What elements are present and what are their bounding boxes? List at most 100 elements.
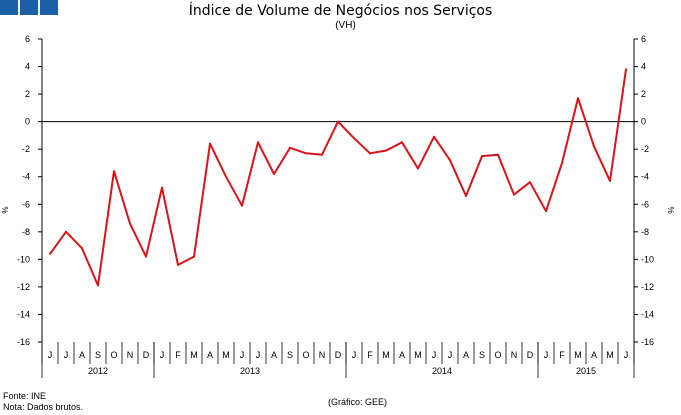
year-label: 2014 [432, 366, 452, 376]
data-note: Nota: Dados brutos. [3, 402, 84, 412]
data-point [257, 141, 259, 144]
month-label: J [64, 350, 69, 360]
data-point [529, 181, 531, 184]
month-label: F [175, 350, 181, 360]
month-label: F [367, 350, 373, 360]
month-label: J [448, 350, 453, 360]
data-point [145, 255, 147, 258]
data-point [561, 161, 563, 164]
data-point [321, 153, 323, 156]
data-point [241, 204, 243, 207]
y-axis-label-left: % [1, 206, 10, 213]
month-label: J [240, 350, 245, 360]
month-label: D [527, 350, 534, 360]
data-point [49, 252, 51, 255]
y-tick-label-right: 4 [641, 62, 646, 72]
data-point [65, 230, 67, 233]
data-point [337, 120, 339, 123]
data-point [209, 142, 211, 145]
series-line [49, 69, 627, 287]
y-tick-label-left: -4 [22, 172, 30, 182]
data-point [193, 255, 195, 258]
data-point [353, 137, 355, 140]
month-label: A [207, 350, 213, 360]
data-point [609, 179, 611, 182]
data-point [289, 146, 291, 149]
month-label: J [352, 350, 357, 360]
month-label: A [271, 350, 277, 360]
y-tick-label-right: -6 [641, 199, 649, 209]
chart-credit: (Gráfico: GEE) [328, 397, 388, 407]
data-point [385, 149, 387, 152]
data-point [497, 153, 499, 156]
logo-square-1 [0, 0, 18, 15]
data-point [465, 195, 467, 198]
y-tick-label-right: 2 [641, 89, 646, 99]
month-label: O [302, 350, 309, 360]
data-point [225, 175, 227, 178]
data-point [433, 135, 435, 138]
month-label: A [463, 350, 469, 360]
data-point [97, 284, 99, 287]
y-tick-label-right: -4 [641, 172, 649, 182]
month-label: A [399, 350, 405, 360]
y-tick-label-left: -8 [22, 227, 30, 237]
y-tick-label-left: 4 [25, 62, 30, 72]
y-tick-label-right: 6 [641, 34, 646, 44]
data-point [481, 155, 483, 158]
month-label: M [190, 350, 198, 360]
data-point [593, 145, 595, 148]
logo-square-3 [40, 0, 58, 15]
data-point [417, 167, 419, 170]
chart-title: Índice de Volume de Negócios nos Serviço… [188, 3, 493, 19]
month-label: S [287, 350, 293, 360]
chart-subtitle: (VH) [335, 20, 356, 31]
y-tick-label-right: -14 [641, 309, 654, 319]
month-label: O [494, 350, 501, 360]
ine-logo [0, 0, 58, 15]
month-label: M [382, 350, 390, 360]
data-point [113, 170, 115, 173]
y-tick-label-right: -10 [641, 254, 654, 264]
y-tick-label-right: -2 [641, 144, 649, 154]
data-point [81, 247, 83, 250]
y-tick-label-left: 0 [25, 117, 30, 127]
y-tick-label-right: -8 [641, 227, 649, 237]
y-tick-label-left: 6 [25, 34, 30, 44]
data-point [305, 152, 307, 155]
data-point [545, 210, 547, 213]
y-tick-label-left: -10 [17, 254, 30, 264]
month-label: A [591, 350, 597, 360]
month-label: J [544, 350, 549, 360]
month-label: N [511, 350, 518, 360]
y-tick-label-left: -14 [17, 309, 30, 319]
month-label: J [256, 350, 261, 360]
data-point [577, 97, 579, 100]
y-tick-label-left: -2 [22, 144, 30, 154]
month-label: O [110, 350, 117, 360]
data-point [129, 222, 131, 225]
month-label: M [222, 350, 230, 360]
month-label: A [79, 350, 85, 360]
y-tick-label-right: -12 [641, 282, 654, 292]
month-label: D [143, 350, 150, 360]
month-label: M [606, 350, 614, 360]
data-point [177, 263, 179, 266]
y-tick-label-left: -12 [17, 282, 30, 292]
data-point [625, 68, 627, 71]
month-label: S [479, 350, 485, 360]
month-label: M [574, 350, 582, 360]
data-point [513, 193, 515, 196]
month-label: S [95, 350, 101, 360]
y-tick-label-left: 2 [25, 89, 30, 99]
source-note: Fonte: INE [3, 391, 47, 401]
data-point [401, 141, 403, 144]
month-label: J [160, 350, 165, 360]
month-label: N [319, 350, 326, 360]
year-label: 2015 [576, 366, 596, 376]
year-label: 2013 [240, 366, 260, 376]
month-label: N [127, 350, 134, 360]
data-point [273, 172, 275, 175]
month-label: M [414, 350, 422, 360]
